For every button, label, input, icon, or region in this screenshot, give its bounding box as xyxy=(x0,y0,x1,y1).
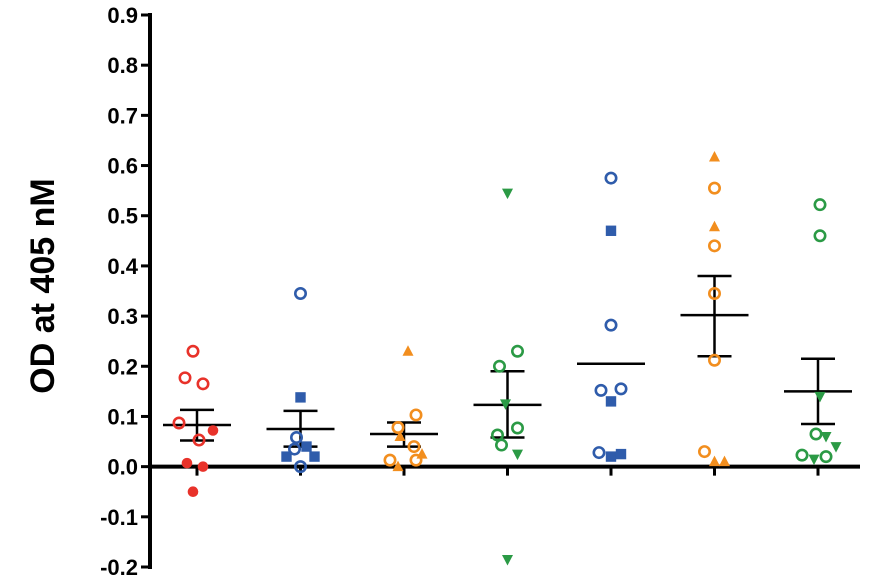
data-point-triangle-down xyxy=(502,188,513,200)
y-tick-label: 0.7 xyxy=(107,103,138,128)
y-tick-label: 0.3 xyxy=(107,304,138,329)
y-tick-label: 0.8 xyxy=(107,53,138,78)
data-groups xyxy=(163,151,852,566)
data-point-open-circle xyxy=(510,421,524,435)
data-point-filled-circle xyxy=(181,457,193,469)
data-point-open-circle xyxy=(604,171,618,185)
data-point-open-circle xyxy=(594,383,608,397)
y-tick-label: -0.2 xyxy=(100,555,138,580)
data-point-triangle-up xyxy=(402,345,414,356)
data-point-open-circle xyxy=(407,440,421,454)
data-point-triangle-up xyxy=(709,220,720,232)
y-tick-label: 0.5 xyxy=(107,204,138,229)
data-point-square xyxy=(605,451,617,462)
data-point-open-circle xyxy=(494,438,508,452)
data-point-open-circle xyxy=(707,181,721,195)
data-point-open-circle xyxy=(293,287,307,301)
y-tick-label: -0.1 xyxy=(100,505,138,530)
y-tick-label: 0.1 xyxy=(107,404,138,429)
group-6 xyxy=(680,151,749,467)
data-point-triangle-down xyxy=(502,554,513,566)
data-point-triangle-down xyxy=(830,442,842,453)
data-point-triangle-up xyxy=(392,460,404,472)
data-point-open-circle xyxy=(813,229,827,243)
data-point-open-circle xyxy=(409,408,423,422)
group-2 xyxy=(266,287,335,474)
group-7 xyxy=(784,198,852,466)
data-point-open-circle xyxy=(196,377,210,391)
data-point-open-circle xyxy=(707,239,721,253)
data-point-open-circle xyxy=(186,344,200,358)
data-point-open-circle xyxy=(592,446,606,460)
y-tick-label: 0.9 xyxy=(107,3,138,28)
data-point-filled-circle xyxy=(197,461,209,472)
data-point-open-circle xyxy=(178,371,192,385)
data-point-square xyxy=(605,396,617,407)
data-point-square xyxy=(301,441,312,452)
data-point-open-circle xyxy=(383,453,397,467)
data-point-open-circle xyxy=(492,359,506,373)
data-point-open-circle xyxy=(819,450,833,464)
data-point-open-circle xyxy=(293,460,307,474)
data-point-square xyxy=(615,448,627,460)
y-axis-title: OD at 405 nM xyxy=(24,178,62,393)
y-tick-label: 0.4 xyxy=(107,254,138,279)
group-3 xyxy=(370,345,438,472)
data-point-square xyxy=(295,392,306,403)
data-point-square xyxy=(281,451,292,462)
data-point-triangle-up xyxy=(394,430,406,442)
y-tick-label: 0.2 xyxy=(107,354,138,379)
data-point-triangle-down xyxy=(814,391,826,403)
y-tick-label: 0.6 xyxy=(107,154,138,179)
data-point-open-circle xyxy=(697,445,711,459)
data-point-triangle-down xyxy=(512,449,523,461)
data-point-open-circle xyxy=(287,442,301,456)
data-point-triangle-up xyxy=(719,455,730,467)
data-point-triangle-up xyxy=(709,151,720,162)
data-point-open-circle xyxy=(809,427,823,441)
data-point-open-circle xyxy=(289,431,303,445)
group-4 xyxy=(473,188,542,566)
y-axis-ticks: -0.2 -0.1 0.0 0.1 0.2 0.3 0.4 0.5 0.6 0.7 0.8 0.9 xyxy=(100,3,150,580)
data-point-open-circle xyxy=(172,416,186,430)
data-point-open-circle xyxy=(192,433,206,447)
data-point-filled-circle xyxy=(207,425,219,436)
data-point-open-circle xyxy=(795,448,809,462)
data-point-triangle-down xyxy=(500,399,511,410)
group-5 xyxy=(577,171,645,462)
group-1 xyxy=(163,344,231,498)
y-tick-label: 0.0 xyxy=(107,455,138,480)
data-point-triangle-up xyxy=(709,455,720,467)
data-point-open-circle xyxy=(391,420,405,434)
data-point-open-circle xyxy=(604,318,618,332)
data-point-square xyxy=(309,451,320,462)
data-point-triangle-down xyxy=(808,454,820,466)
data-point-open-circle xyxy=(510,344,524,358)
data-point-filled-circle xyxy=(187,486,199,498)
data-point-triangle-down xyxy=(820,432,832,443)
data-point-open-circle xyxy=(707,353,721,367)
data-point-square xyxy=(605,225,617,236)
data-point-open-circle xyxy=(707,287,721,301)
data-point-open-circle xyxy=(813,198,827,212)
data-point-open-circle xyxy=(409,453,423,467)
data-point-open-circle xyxy=(614,382,628,396)
